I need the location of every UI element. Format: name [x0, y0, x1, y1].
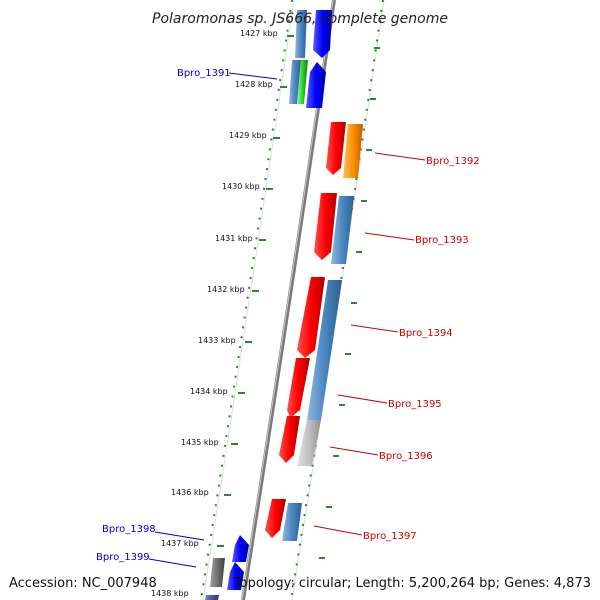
reverse-genes: [265, 122, 363, 541]
gene-labels: Bpro_1391 Bpro_1392 Bpro_1393 Bpro_1394 …: [96, 68, 480, 563]
gene-label-bpro-1397: Bpro_1397: [363, 531, 417, 542]
kbp-label: 1434 kbp: [190, 387, 228, 396]
gene-label-bpro-1396: Bpro_1396: [379, 451, 433, 462]
forward-genes: [205, 10, 332, 600]
kbp-label: 1427 kbp: [240, 29, 278, 38]
gene-feature: [232, 535, 249, 562]
kbp-label: 1436 kbp: [171, 488, 209, 497]
gene-label-bpro-1399: Bpro_1399: [96, 552, 150, 563]
kbp-label: 1438 kbp: [151, 589, 189, 598]
gene-feature: [210, 558, 225, 587]
gene-label-bpro-1395: Bpro_1395: [388, 399, 442, 410]
genome-summary: Topology: circular; Length: 5,200,264 bp…: [233, 576, 591, 591]
gene-feature: [331, 196, 354, 264]
gene-feature: [306, 62, 326, 108]
gene-label-bpro-1394: Bpro_1394: [399, 328, 453, 339]
scale-track-right: [290, 0, 384, 600]
gene-feature: [343, 124, 363, 178]
gene-label-bpro-1393: Bpro_1393: [415, 235, 469, 246]
gene-label-bpro-1392: Bpro_1392: [426, 156, 480, 167]
gene-feature: [313, 10, 332, 58]
gene-feature: [314, 193, 337, 260]
kbp-label: 1432 kbp: [207, 285, 245, 294]
gene-feature: [297, 60, 308, 104]
gene-feature: [287, 358, 310, 418]
gene-feature: [297, 277, 325, 358]
gene-feature: [307, 280, 342, 420]
scale-track-left: [200, 0, 293, 600]
gene-label-bpro-1391: Bpro_1391: [177, 68, 231, 79]
gene-feature: [279, 416, 300, 463]
gene-label-bpro-1398: Bpro_1398: [102, 524, 156, 535]
kbp-label: 1437 kbp: [161, 539, 199, 548]
gene-feature: [265, 499, 286, 538]
gene-feature: [227, 562, 244, 590]
gene-feature: [295, 10, 307, 58]
accession-text: Accession: NC_007948: [9, 576, 157, 591]
scale-labels: 1427 kbp 1428 kbp 1429 kbp 1430 kbp 1431…: [151, 29, 278, 598]
ring-outer-left-edge: [202, 0, 295, 600]
kbp-label: 1429 kbp: [229, 131, 267, 140]
kbp-label: 1428 kbp: [235, 80, 273, 89]
kbp-label: 1431 kbp: [215, 234, 253, 243]
label-leaders: [148, 72, 426, 568]
kbp-label: 1430 kbp: [222, 182, 260, 191]
gene-feature: [205, 595, 219, 600]
kbp-label: 1433 kbp: [198, 336, 236, 345]
kbp-label: 1435 kbp: [181, 438, 219, 447]
map-title: Polaromonas sp. JS666, complete genome: [152, 11, 448, 27]
gene-feature: [326, 122, 346, 175]
minor-ticks: [319, 47, 380, 559]
gene-feature: [297, 420, 321, 466]
gene-feature: [282, 503, 302, 541]
